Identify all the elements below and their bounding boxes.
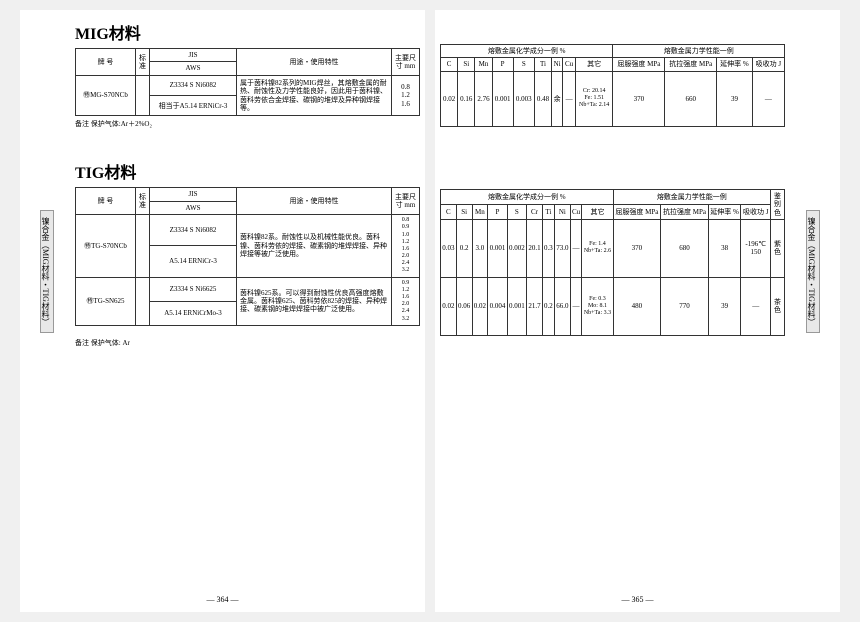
h-jis: JIS bbox=[150, 49, 237, 62]
page-num-right: — 365 — bbox=[435, 595, 840, 604]
t2-grade: ㊕TG-SN625 bbox=[76, 277, 136, 325]
t2-jis: Z3334 S Ni6625 bbox=[150, 277, 237, 301]
side-tab-left: 镍合金（MIG材料・TIG材料） bbox=[40, 210, 54, 333]
mig-title: MIG材料 bbox=[75, 20, 420, 44]
content-left: MIG材料 牌 号 标准 JIS 用途・使用特性 主要尺寸 mm AWS ㊕MG… bbox=[75, 20, 420, 587]
tig-note: 备注 保护气体: Ar bbox=[75, 338, 420, 348]
mig-note: 备注 保护气体:Ar＋2%O₂ bbox=[75, 119, 420, 129]
t1-grade: ㊕TG-S70NCb bbox=[76, 215, 136, 278]
mig-table-right: 熔敷金属化学成分一例 % 熔敷金属力学性能一例 C Si Mn P S Ti N… bbox=[440, 44, 785, 127]
mh-chem: 熔敷金属化学成分一例 % bbox=[441, 45, 613, 58]
th-grade: 牌 号 bbox=[76, 188, 136, 215]
mig-table-left: 牌 号 标准 JIS 用途・使用特性 主要尺寸 mm AWS ㊕MG-S70NC… bbox=[75, 48, 420, 116]
th-std: 标准 bbox=[136, 188, 150, 215]
tig-table-right: 熔敷金属化学成分一例 % 熔敷金属力学性能一例 鉴别色 C Si Mn P S … bbox=[440, 189, 785, 336]
mig-aws: 相当于A5.14 ERNiCr-3 bbox=[150, 96, 237, 116]
th-size: 主要尺寸 mm bbox=[392, 188, 420, 215]
content-right: 熔敷金属化学成分一例 % 熔敷金属力学性能一例 C Si Mn P S Ti N… bbox=[440, 20, 785, 587]
th-mech: 熔敷金属力学性能一例 bbox=[613, 189, 770, 204]
t2-aws: A5.14 ERNiCrMo-3 bbox=[150, 301, 237, 325]
mig-size: 0.8 1.2 1.6 bbox=[392, 75, 420, 116]
th-jis: JIS bbox=[150, 188, 237, 201]
t1-jis: Z3334 S Ni6082 bbox=[150, 215, 237, 246]
side-tab-right: 镍合金（MIG材料・TIG材料） bbox=[806, 210, 820, 333]
mig-grade: ㊕MG-S70NCb bbox=[76, 75, 136, 116]
th-chem: 熔敷金属化学成分一例 % bbox=[441, 189, 614, 204]
t1-size: 0.8 0.9 1.0 1.2 1.6 2.0 2.4 3.2 bbox=[392, 215, 420, 278]
mig-jis: Z3334 S Ni6082 bbox=[150, 75, 237, 95]
h-grade: 牌 号 bbox=[76, 49, 136, 76]
page-right: 镍合金（MIG材料・TIG材料） 熔敷金属化学成分一例 % 熔敷金属力学性能一例… bbox=[435, 10, 840, 612]
tig-title: TIG材料 bbox=[75, 159, 420, 183]
h-usage: 用途・使用特性 bbox=[237, 49, 392, 76]
t2-desc: 茵科镍625系。可以得到耐蚀性优良高强度熔敷金属。茵科镍625、茵科劳依825的… bbox=[237, 277, 392, 325]
page-num-left: — 364 — bbox=[20, 595, 425, 604]
th-aws: AWS bbox=[150, 201, 237, 214]
th-color: 鉴别色 bbox=[771, 189, 785, 219]
mig-desc: 属于茵科镍82系列的MIG焊丝，其熔敷金属的耐热、耐蚀性及力学性能良好，因此用于… bbox=[237, 75, 392, 116]
h-size: 主要尺寸 mm bbox=[392, 49, 420, 76]
mh-mech: 熔敷金属力学性能一例 bbox=[613, 45, 785, 58]
t1-desc: 茵科镍82系。耐蚀性以及机械性能优良。茵科镍、茵科劳依的焊接、碳素钢的堆焊焊接、… bbox=[237, 215, 392, 278]
h-aws: AWS bbox=[150, 62, 237, 75]
page-left: 镍合金（MIG材料・TIG材料） MIG材料 牌 号 标准 JIS 用途・使用特… bbox=[20, 10, 425, 612]
h-std: 标准 bbox=[136, 49, 150, 76]
t1-aws: A5.14 ERNiCr-3 bbox=[150, 246, 237, 277]
tig-table-left: 牌 号 标准 JIS 用途・使用特性 主要尺寸 mm AWS ㊕TG-S70NC… bbox=[75, 187, 420, 325]
t2-size: 0.9 1.2 1.6 2.0 2.4 3.2 bbox=[392, 277, 420, 325]
th-usage: 用途・使用特性 bbox=[237, 188, 392, 215]
